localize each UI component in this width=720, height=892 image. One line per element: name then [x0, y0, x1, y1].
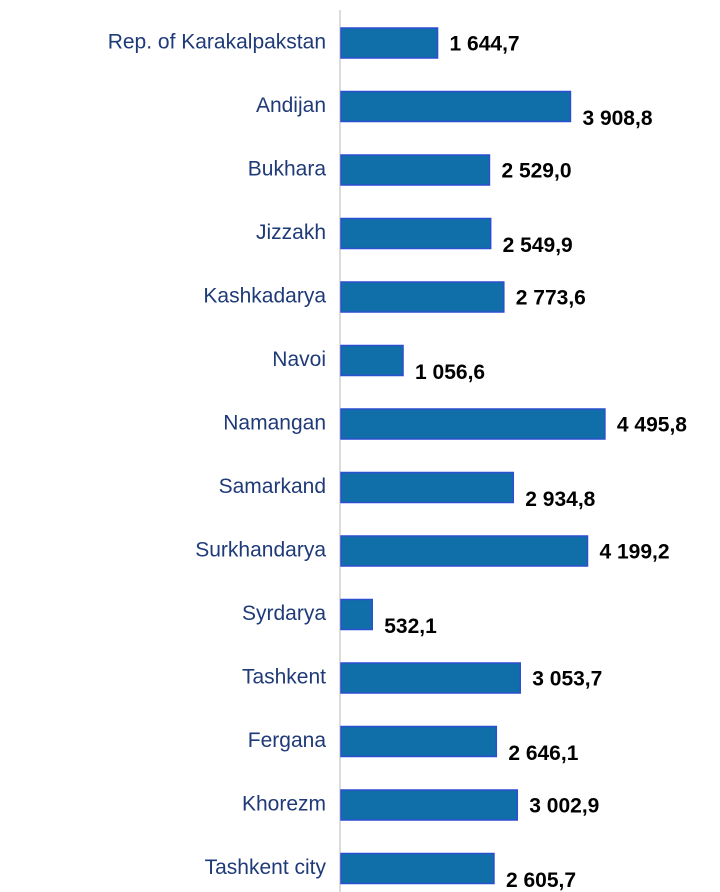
value-label: 2 549,9: [503, 234, 573, 257]
value-label: 2 529,0: [501, 160, 571, 183]
value-label: 2 605,7: [506, 869, 576, 892]
bar: [340, 662, 522, 694]
category-label: Samarkand: [219, 475, 326, 498]
bar: [340, 471, 515, 504]
category-label: Andijan: [256, 94, 326, 117]
category-label: Tashkent: [242, 666, 326, 689]
category-label: Khorezm: [242, 793, 326, 816]
value-label: 3 053,7: [532, 668, 602, 691]
category-label: Kashkadarya: [203, 285, 326, 308]
value-label: 532,1: [384, 615, 437, 638]
bar: [340, 344, 404, 377]
bar: [340, 217, 492, 250]
value-label: 1 056,6: [415, 361, 485, 384]
category-label: Tashkent city: [205, 856, 327, 879]
value-label: 1 644,7: [450, 33, 520, 56]
category-label: Bukhara: [248, 158, 327, 181]
bar: [340, 598, 373, 631]
category-label: Syrdarya: [242, 602, 326, 625]
value-label: 2 773,6: [516, 287, 586, 310]
bar: [340, 789, 519, 821]
bar: [340, 281, 505, 313]
bar: [340, 408, 606, 440]
category-label: Fergana: [248, 729, 327, 752]
bar: [340, 154, 491, 186]
category-label: Rep. of Karakalpakstan: [108, 31, 326, 54]
bar: [340, 725, 498, 758]
bar: [340, 535, 589, 567]
category-label: Navoi: [272, 348, 326, 371]
value-label: 3 002,9: [529, 795, 599, 818]
category-label: Surkhandarya: [195, 539, 326, 562]
value-label: 4 495,8: [617, 414, 687, 437]
bar: [340, 852, 495, 885]
value-label: 2 646,1: [508, 742, 578, 765]
category-label: Namangan: [223, 412, 326, 435]
value-label: 3 908,8: [582, 107, 652, 130]
category-label: Jizzakh: [256, 221, 326, 244]
value-label: 4 199,2: [599, 541, 669, 564]
bar: [340, 90, 572, 123]
bar: [340, 27, 439, 59]
value-label: 2 934,8: [525, 488, 595, 511]
